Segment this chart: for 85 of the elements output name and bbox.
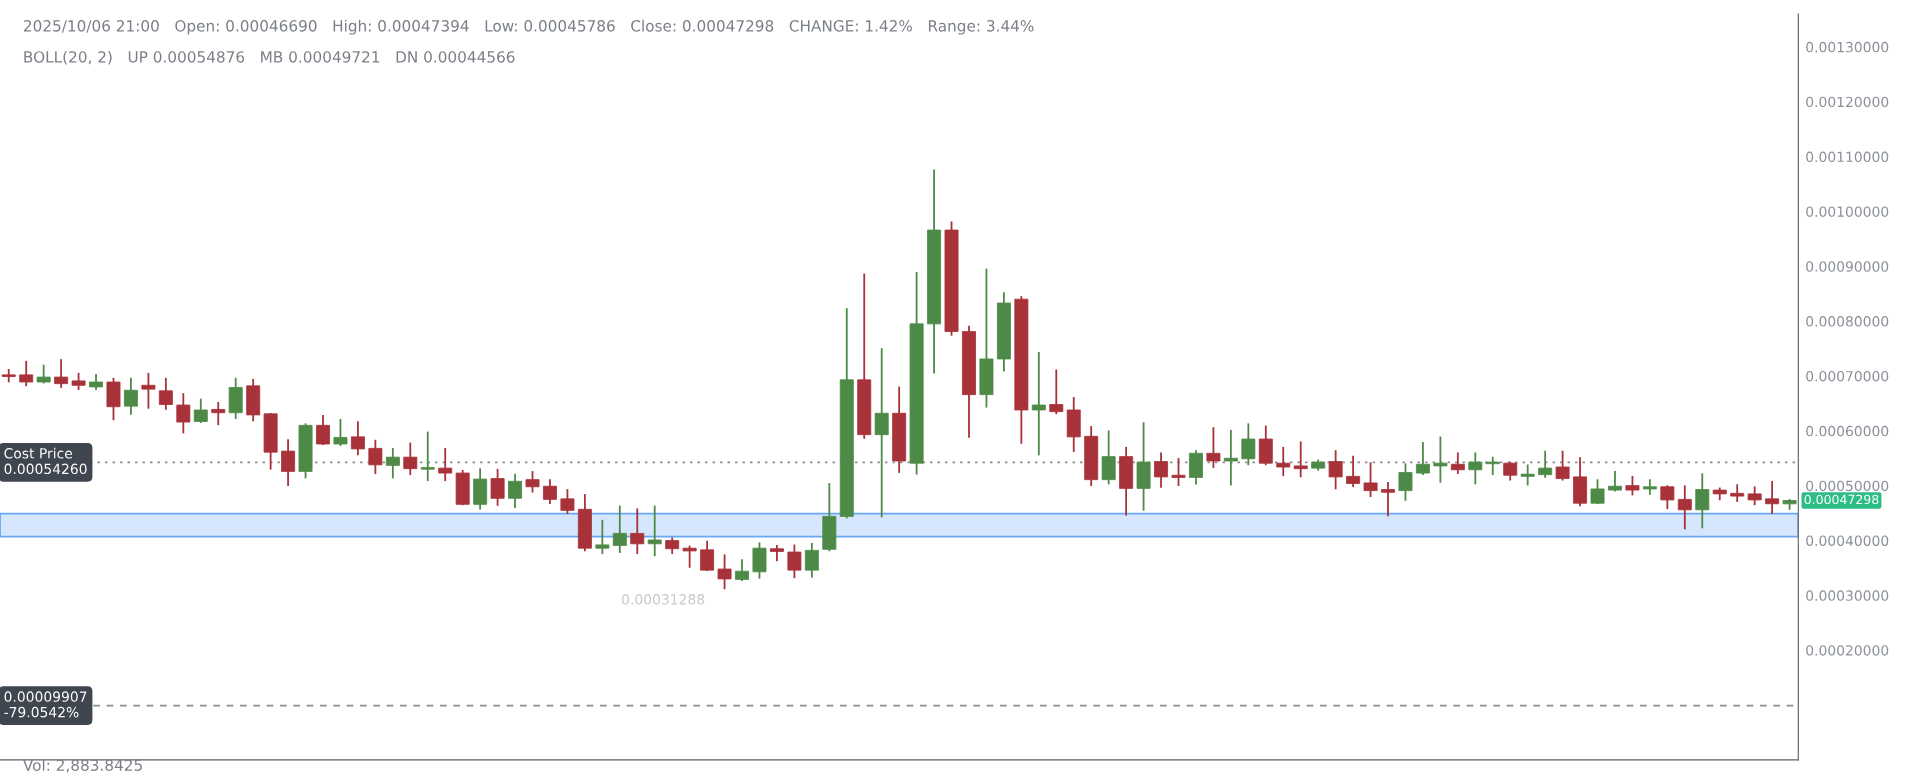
- candlestick: [141, 372, 156, 409]
- candlestick: [1206, 427, 1221, 468]
- candlestick: [123, 377, 138, 415]
- y-tick-label: 0.00110000: [1806, 151, 1889, 163]
- ref-line-label: 0.00009907 -79.0542%: [4, 691, 87, 718]
- candlestick: [1450, 452, 1465, 474]
- candlestick: [1730, 484, 1745, 502]
- candlestick: [368, 439, 383, 474]
- text: 0.00047298: [1804, 494, 1879, 505]
- candlestick: [700, 540, 715, 572]
- y-tick-label: 0.00090000: [1806, 261, 1889, 272]
- candlestick: [682, 545, 697, 568]
- candlestick: [1398, 463, 1413, 501]
- candlestick: [735, 559, 749, 581]
- annotation: Vol: 2,883.8425: [23, 759, 142, 773]
- candlestick: [1765, 480, 1780, 514]
- candlestick: [543, 479, 557, 505]
- candlestick: [1485, 456, 1500, 476]
- candlestick: [1520, 464, 1535, 486]
- candlestick: [1381, 482, 1395, 517]
- candlestick: [316, 415, 330, 445]
- candlestick: [1171, 457, 1186, 487]
- candlestick: [804, 542, 819, 578]
- candlestick: [595, 519, 610, 555]
- y-tick-label: 0.00070000: [1806, 370, 1889, 382]
- y-tick-label: 0.00030000: [1806, 590, 1889, 601]
- candlestick: [1363, 462, 1378, 497]
- ref-line-label: Cost Price 0.00054260: [4, 447, 87, 475]
- candlestick: [1346, 455, 1361, 488]
- candlestick: [438, 448, 453, 482]
- y-tick-label: 0.00080000: [1806, 316, 1889, 327]
- y-tick-label: 0.00120000: [1806, 96, 1889, 108]
- candlestick: [1031, 352, 1046, 456]
- candlestick: [1695, 473, 1710, 529]
- candlestick: [281, 439, 296, 487]
- candlestick: [1415, 441, 1430, 476]
- annotation: BOLL(20, 2) UP 0.00054876 MB 0.00049721 DN 0.00044566: [24, 50, 515, 65]
- candlestick: [1660, 485, 1675, 510]
- y-tick-label: 0.00040000: [1806, 535, 1889, 546]
- candlestick: [193, 398, 208, 423]
- y-tick-label: 0.00020000: [1806, 645, 1889, 656]
- annotation: 2025/10/06 21:00 Open: 0.00046690 High: 0.00047394 Low: 0.00045786 Close: 0.00047298 CHANGE: 1.42% Range: 3.44%: [24, 19, 1034, 35]
- y-tick-label: 0.00100000: [1806, 206, 1889, 217]
- candlestick: [350, 421, 365, 456]
- candlestick: [874, 348, 889, 518]
- candlestick: [717, 554, 732, 590]
- candlestick: [752, 542, 767, 579]
- candlestick: [1241, 423, 1256, 466]
- candlestick: [1223, 429, 1238, 486]
- candlestick: [1590, 479, 1605, 505]
- candlestick: [19, 360, 34, 387]
- candlestick: [1608, 471, 1622, 492]
- candlestick: [630, 508, 645, 555]
- candlestick: [525, 471, 540, 493]
- candlestick: [1555, 450, 1570, 481]
- candlestick: [1677, 485, 1692, 530]
- candlestick: [612, 505, 627, 553]
- candlestick: [1, 369, 16, 383]
- candlestick: [1538, 450, 1553, 478]
- candlestick: [333, 418, 348, 446]
- y-tick-label: 0.00130000: [1806, 41, 1889, 53]
- candlestick: [1433, 436, 1448, 483]
- candlestick: [1328, 450, 1343, 490]
- candlestick: [1101, 430, 1116, 485]
- candlestick: [420, 431, 435, 482]
- y-tick-label: 0.00050000: [1806, 480, 1889, 492]
- candlestick: [1154, 452, 1169, 488]
- candlestick: [176, 393, 191, 434]
- candlestick: [647, 505, 662, 557]
- candlestick: [769, 545, 784, 562]
- candlestick: [211, 401, 226, 426]
- candlestick: [1293, 441, 1308, 478]
- candlestick: [1642, 479, 1657, 495]
- candlestick: [787, 544, 802, 579]
- candlestick: [54, 359, 69, 388]
- candlestick: [1049, 369, 1064, 415]
- candlestick: [403, 442, 418, 476]
- y-tick-label: 0.00060000: [1806, 425, 1889, 437]
- candlestick: [1468, 452, 1483, 485]
- candlestick: [490, 468, 505, 506]
- candlestick: [508, 473, 523, 508]
- candlestick: [158, 377, 173, 410]
- candlestick: [385, 448, 400, 479]
- candlestick: [560, 489, 575, 514]
- candlestick: [1276, 446, 1291, 477]
